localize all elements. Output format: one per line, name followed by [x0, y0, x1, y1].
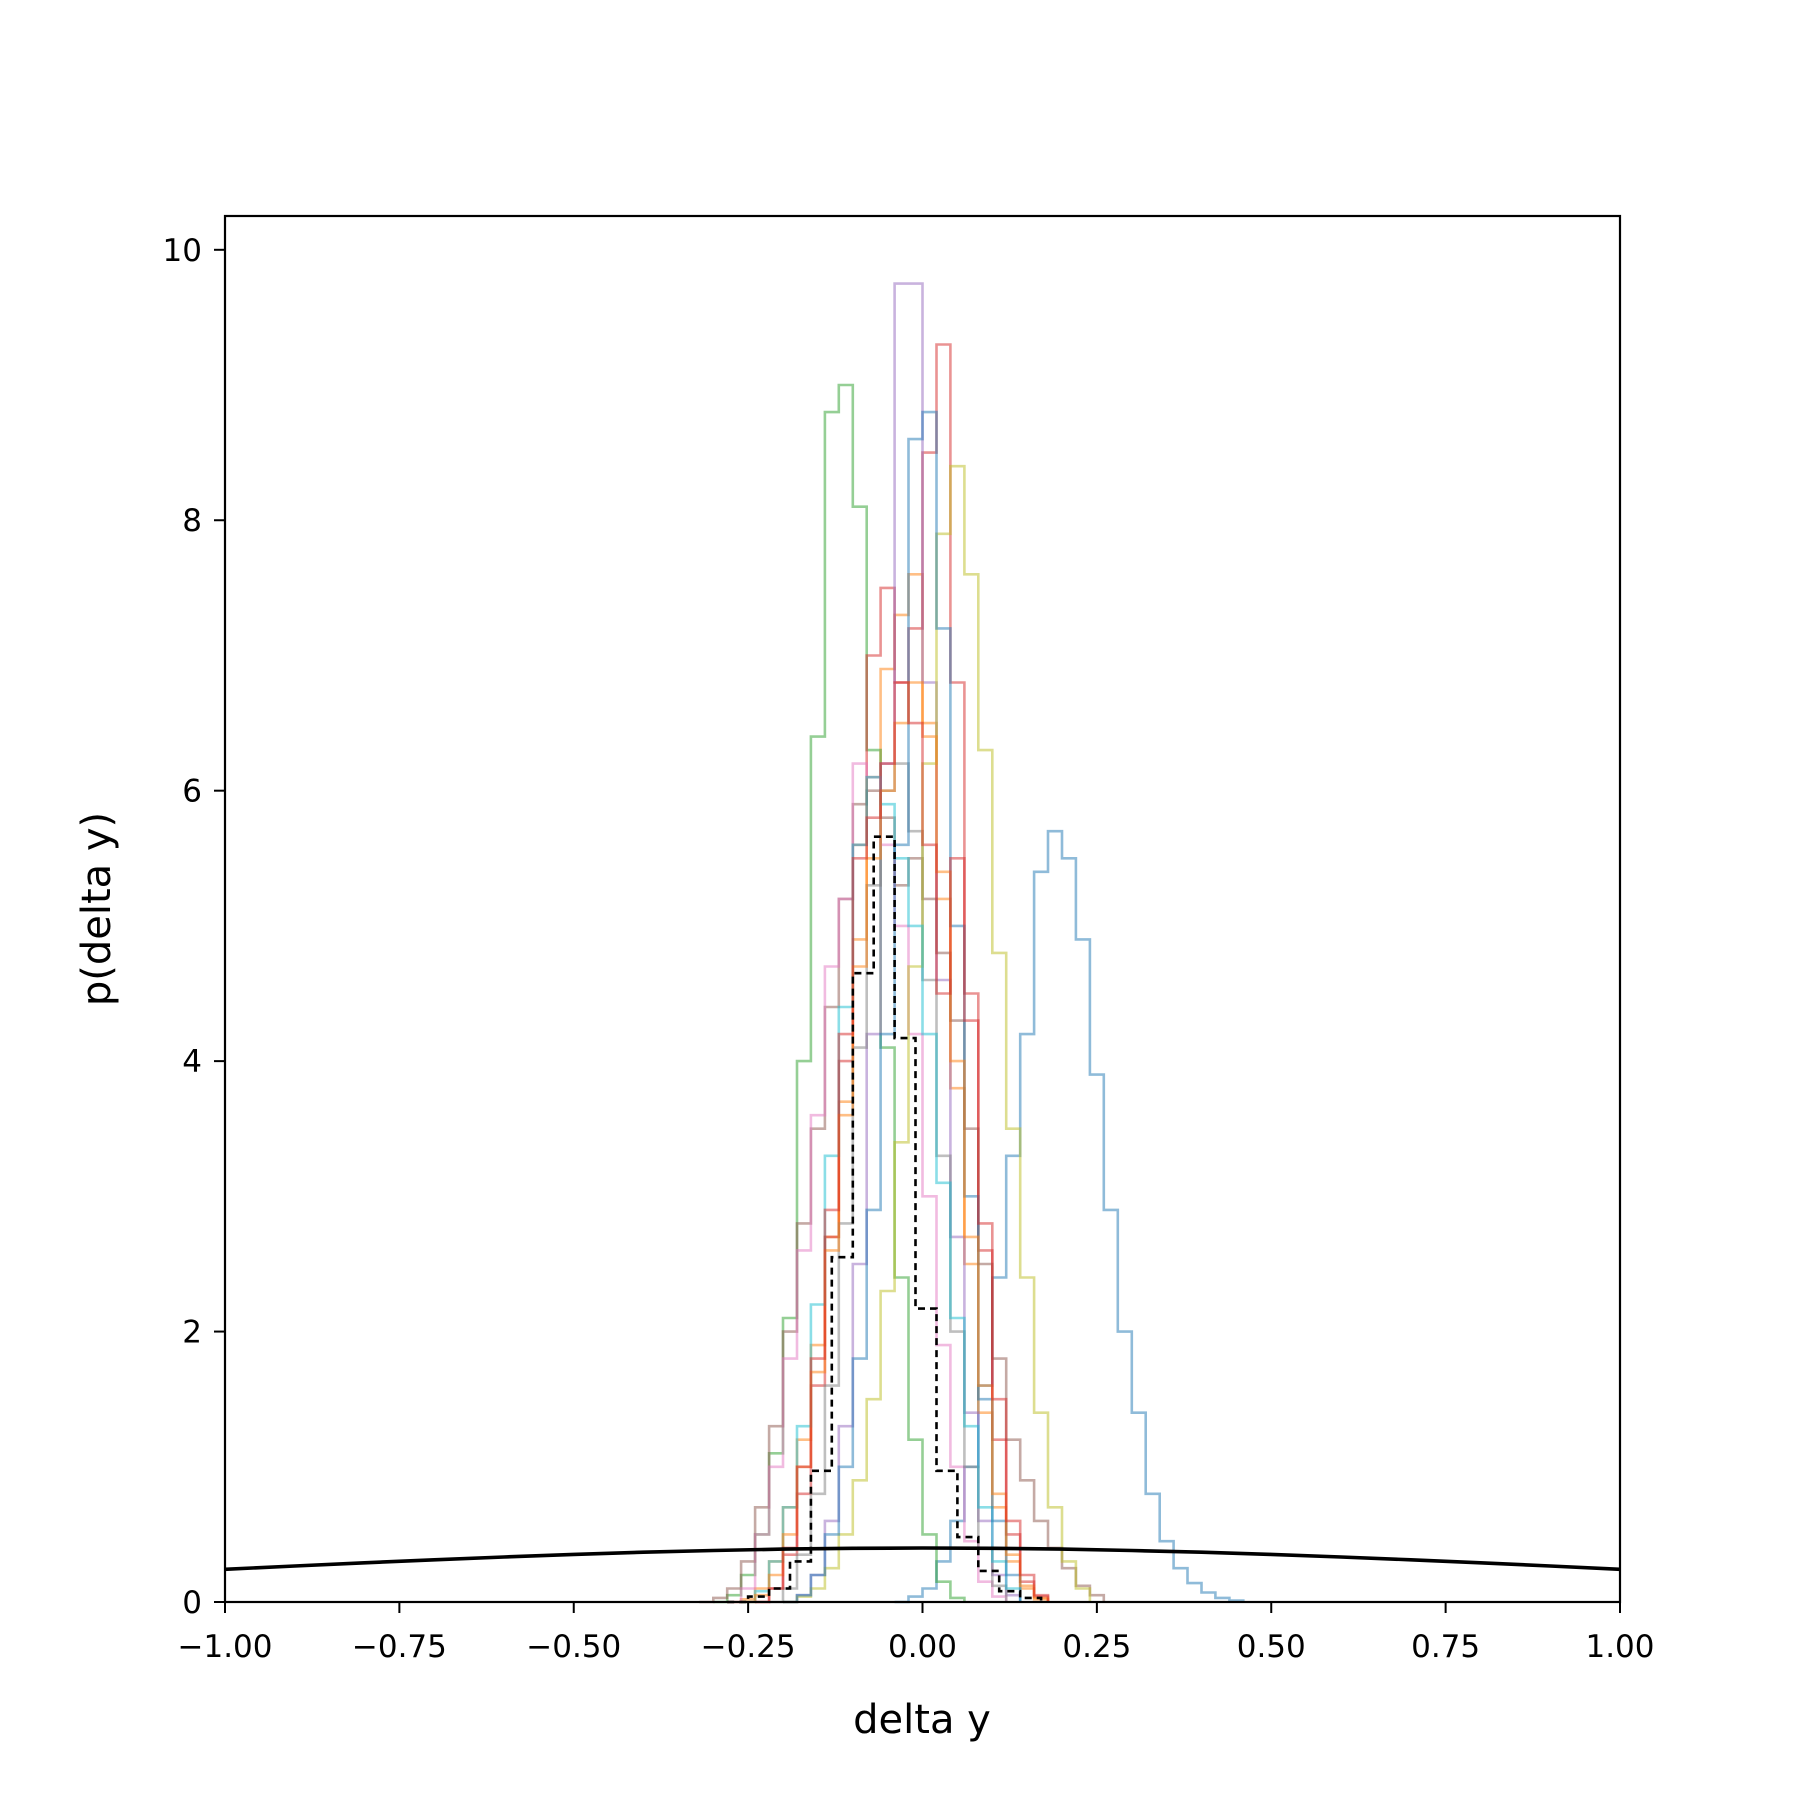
x-tick-label: 0.50 — [1237, 1629, 1306, 1665]
x-tick-label: 0.25 — [1062, 1629, 1131, 1665]
x-tick-label: 1.00 — [1585, 1629, 1654, 1665]
reference-curve — [224, 1546, 1621, 1572]
series-layer — [224, 282, 1621, 1604]
x-axis-label: delta y — [853, 1697, 991, 1743]
y-tick-label: 10 — [163, 233, 202, 269]
y-tick-label: 2 — [182, 1315, 202, 1351]
x-tick-label: −0.25 — [701, 1629, 796, 1665]
x-axis-ticks: −1.00 −0.75 −0.50 −0.25 0.00 0.25 0.50 0.75 1.00 — [178, 1602, 1655, 1665]
histogram-series-13 — [755, 681, 1050, 1604]
y-axis-ticks: 0 2 4 6 8 10 — [163, 233, 225, 1621]
x-tick-label: −0.50 — [526, 1629, 621, 1665]
x-tick-label: 0.00 — [888, 1629, 957, 1665]
histogram-series-1 — [894, 829, 1245, 1604]
y-tick-label: 4 — [182, 1044, 202, 1080]
x-tick-label: −1.00 — [178, 1629, 273, 1665]
y-tick-label: 8 — [182, 503, 202, 539]
x-tick-label: 0.75 — [1411, 1629, 1480, 1665]
y-axis-label: p(delta y) — [74, 812, 120, 1006]
mean-histogram-dashed — [727, 835, 1043, 1604]
y-tick-label: 0 — [182, 1585, 202, 1621]
x-tick-label: −0.75 — [352, 1629, 447, 1665]
y-tick-label: 6 — [182, 774, 202, 810]
